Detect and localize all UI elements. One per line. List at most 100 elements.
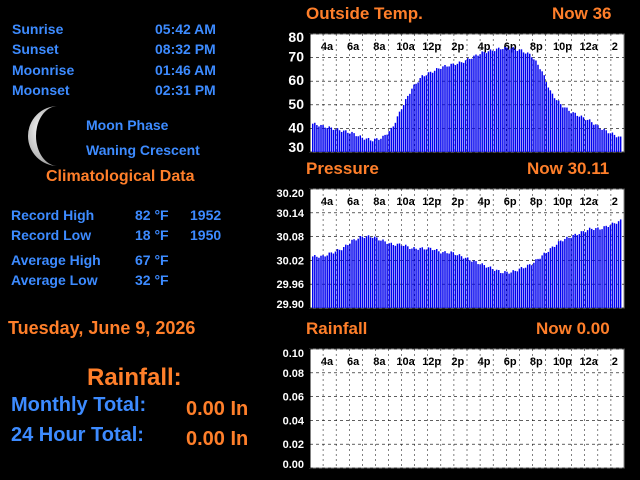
temp-bar xyxy=(388,131,390,152)
temp-bar xyxy=(582,117,585,152)
pressure-bar xyxy=(588,227,591,308)
pressure-bar xyxy=(458,254,461,308)
temp-bar xyxy=(473,55,475,153)
temp-bar xyxy=(448,66,450,152)
pressure-bar xyxy=(580,231,583,308)
temp-bar xyxy=(407,95,409,152)
temp-bar xyxy=(471,58,473,152)
temp-bar xyxy=(502,49,504,152)
temp-bar xyxy=(456,63,459,152)
pressure-bar xyxy=(529,264,531,308)
pressure-bar xyxy=(436,248,438,308)
pressure-bar xyxy=(367,235,370,308)
pressure-bar xyxy=(547,251,550,308)
pressure-bar xyxy=(522,268,525,308)
pressure-bar xyxy=(555,244,558,308)
pressure-bar xyxy=(593,230,595,308)
moonrise-value: 01:46 AM xyxy=(155,62,216,78)
temp-bar xyxy=(576,115,578,152)
temp-bar xyxy=(588,119,591,152)
temp-bar xyxy=(444,64,446,152)
pressure-bar xyxy=(419,247,421,308)
temp-bar xyxy=(595,124,597,152)
pressure-x-tick-label: 4a xyxy=(321,196,334,208)
temp-bar xyxy=(586,119,589,152)
record-high-year: 1952 xyxy=(190,207,222,223)
temp-bar xyxy=(334,129,337,152)
pressure-bar xyxy=(469,260,471,308)
temp-bar xyxy=(593,124,595,152)
pressure-bar xyxy=(495,269,498,308)
temp-bar xyxy=(533,59,535,153)
temp-x-tick-label: 12a xyxy=(579,41,598,53)
temp-bar xyxy=(518,49,521,152)
pressure-bar xyxy=(386,243,388,308)
pressure-bar xyxy=(481,263,483,308)
pressure-bar xyxy=(487,267,490,308)
pressure-bar xyxy=(605,225,607,308)
pressure-bar xyxy=(442,252,444,308)
rainfall-y-tick-label: 0.06 xyxy=(283,392,304,404)
rainfall-x-tick-label: 12a xyxy=(579,356,598,368)
temp-bar xyxy=(601,129,603,152)
pressure-bar xyxy=(489,266,492,308)
pressure-bar xyxy=(400,245,403,308)
rainfall-y-tick-label: 0.10 xyxy=(283,348,304,360)
pressure-x-tick-label: 2 xyxy=(612,196,618,208)
temp-bar xyxy=(531,57,533,153)
temp-bar xyxy=(524,53,527,152)
pressure-bar xyxy=(483,265,485,308)
pressure-bar xyxy=(454,255,457,308)
temp-bar xyxy=(553,98,556,152)
temp-x-tick-label: 10a xyxy=(396,41,415,53)
temp-bar xyxy=(529,53,531,152)
temp-bar xyxy=(347,132,349,152)
pressure-bar xyxy=(591,228,593,308)
temp-bar xyxy=(570,113,572,152)
current-date: Tuesday, June 9, 2026 xyxy=(8,318,196,338)
pressure-bar xyxy=(452,252,454,308)
pressure-bar xyxy=(549,248,552,308)
temp-bar xyxy=(516,50,519,152)
monthly-total-label: Monthly Total: xyxy=(11,394,147,416)
moon-phase-label: Moon Phase xyxy=(86,117,169,133)
pressure-bar xyxy=(617,221,620,308)
temp-bar xyxy=(374,138,376,152)
temp-bar xyxy=(336,128,339,152)
pressure-bar xyxy=(369,237,372,308)
pressure-chart-title: Pressure xyxy=(306,159,379,178)
temp-bar xyxy=(510,48,512,152)
temp-bar xyxy=(392,126,395,152)
pressure-bar xyxy=(409,249,411,308)
temp-bar xyxy=(584,120,587,152)
pressure-bar xyxy=(564,238,566,308)
temp-bar xyxy=(615,137,618,152)
temp-bar xyxy=(506,47,508,153)
pressure-bar xyxy=(582,231,585,308)
temp-bar xyxy=(522,52,525,153)
temp-bar xyxy=(526,52,529,152)
temp-bar xyxy=(617,136,620,152)
pressure-bar xyxy=(545,253,547,308)
temp-bar xyxy=(574,112,576,152)
pressure-bar xyxy=(572,234,574,308)
pressure-x-tick-label: 10p xyxy=(553,196,572,208)
day-total-value: 0.00 In xyxy=(186,428,249,450)
temp-bar xyxy=(547,87,550,152)
temp-bar xyxy=(382,135,384,152)
temp-bar xyxy=(520,49,523,153)
pressure-bar xyxy=(477,264,479,308)
temp-bar xyxy=(597,125,599,152)
moonset-value: 02:31 PM xyxy=(155,82,216,98)
pressure-bar xyxy=(574,233,576,308)
temp-bar xyxy=(322,125,324,152)
rainfall-x-tick-label: 8p xyxy=(530,356,543,368)
pressure-x-tick-label: 12p xyxy=(422,196,441,208)
pressure-bar xyxy=(533,262,535,308)
pressure-bar xyxy=(510,272,512,308)
pressure-bar xyxy=(562,241,564,308)
temp-bar xyxy=(591,122,593,152)
temp-x-tick-label: 2p xyxy=(451,41,464,53)
temp-bar xyxy=(378,139,380,152)
pressure-bar xyxy=(599,229,601,308)
